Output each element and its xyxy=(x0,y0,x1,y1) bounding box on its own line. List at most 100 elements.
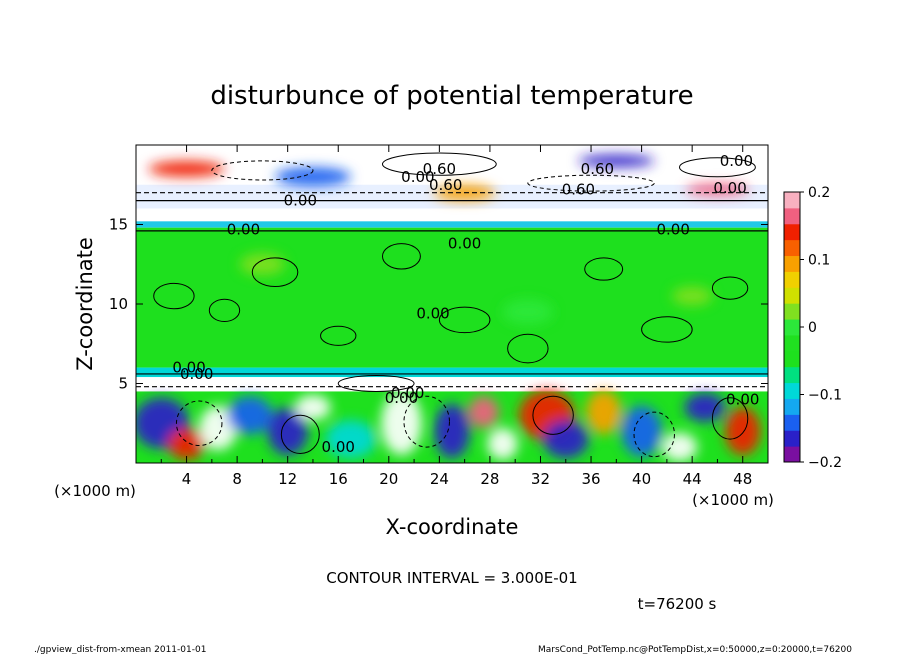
band-3 xyxy=(136,221,768,228)
colorbar-swatch-10 xyxy=(784,287,800,304)
contour-label-11: 0.00 xyxy=(172,359,205,377)
blob-3 xyxy=(227,396,273,435)
blob-10 xyxy=(487,428,518,460)
contour-line-10 xyxy=(337,375,415,392)
x-tick-label-5: 24 xyxy=(430,470,449,488)
contour-line-14 xyxy=(532,395,574,435)
plot-area: 0.600.600.60 0.600.000.000.000.00 0.000.00… xyxy=(136,145,768,463)
contour-line-4 xyxy=(381,243,421,270)
contour-line-9 xyxy=(711,276,749,300)
x-tick-label-11: 48 xyxy=(733,470,752,488)
contour-label-7: 0.00 xyxy=(227,220,260,238)
contour-lines xyxy=(153,152,756,458)
blob-25 xyxy=(671,286,713,306)
band-4 xyxy=(136,227,768,368)
colorbar-tick-label-4: −0.2 xyxy=(808,455,842,471)
blob-23 xyxy=(239,253,286,276)
colorbar-swatch-12 xyxy=(784,255,800,272)
blob-5 xyxy=(295,394,331,421)
contour-line-13 xyxy=(403,395,450,448)
contour-label-3: 0.60 xyxy=(562,181,595,199)
colorbar-swatch-11 xyxy=(784,271,800,288)
contour-line-7 xyxy=(584,257,624,281)
colorbar-swatch-2 xyxy=(784,414,800,431)
colorbar-swatch-3 xyxy=(784,398,800,415)
colorbar-tick-label-1: 0.1 xyxy=(808,253,830,269)
blob-21 xyxy=(578,154,655,168)
contour-line-17 xyxy=(211,160,314,181)
contour-label-4: 0.00 xyxy=(284,192,317,210)
time-text: t=76200 s xyxy=(638,595,717,613)
colorbar-tick-label-0: 0.2 xyxy=(808,185,830,201)
colorbar-tick-label-2: 0 xyxy=(808,320,817,336)
colorbar-swatch-14 xyxy=(784,223,800,241)
contour-line-12 xyxy=(280,414,320,454)
colorbar-swatch-6 xyxy=(784,350,800,368)
band-2 xyxy=(136,208,768,222)
contour-label-12: 0.00 xyxy=(385,389,418,407)
chart-title: disturbunce of potential temperature xyxy=(210,81,693,111)
blob-6 xyxy=(325,420,377,459)
blob-18 xyxy=(148,160,225,177)
band-0 xyxy=(136,145,768,185)
contour-label-13: 0.00 xyxy=(726,390,759,408)
blob-16 xyxy=(684,393,726,422)
contour-labels: 0.600.600.60 0.600.000.000.000.00 0.000.00… xyxy=(172,152,759,456)
blob-22 xyxy=(685,183,750,196)
colorbar-swatch-8 xyxy=(784,319,800,336)
contour-label-16: 0.00 xyxy=(391,384,424,402)
x-tick-label-1: 8 xyxy=(232,470,242,488)
contour-bands xyxy=(136,192,768,388)
colorbar-swatch-13 xyxy=(784,239,800,257)
contour-label-10: 0.00 xyxy=(416,305,449,323)
colorbar: 0.2 0.1 0 −0.1 −0.2 xyxy=(784,185,842,471)
blob-4 xyxy=(267,407,308,456)
colorbar-swatch-1 xyxy=(784,430,800,447)
footer-right: MarsCond_PotTemp.nc@PotTempDist,x=0:5000… xyxy=(538,645,852,654)
blob-24 xyxy=(502,299,554,325)
footer-left: ./gpview_dist-from-xmean 2011-01-01 xyxy=(34,645,206,654)
x-axis-unit-right: (×1000 m) xyxy=(692,491,774,509)
contour-label-2: 0.60 xyxy=(429,176,462,194)
contour-label-9: 0.00 xyxy=(448,235,481,253)
x-tick-label-8: 36 xyxy=(581,470,600,488)
x-tick-label-2: 12 xyxy=(278,470,297,488)
blob-7 xyxy=(381,391,422,456)
contour-label-17: 0.00 xyxy=(180,365,213,383)
band-6 xyxy=(136,377,768,392)
x-tick-label-0: 4 xyxy=(182,470,192,488)
contour-line-6 xyxy=(507,333,549,364)
contour-line-8 xyxy=(641,316,693,343)
blob-19 xyxy=(275,167,351,187)
contour-label-6: 0.00 xyxy=(713,179,746,197)
blob-17 xyxy=(725,407,761,456)
contour-line-20 xyxy=(679,157,756,178)
x-tick-label-9: 40 xyxy=(632,470,651,488)
blob-14 xyxy=(621,405,662,457)
y-tick-label-1: 10 xyxy=(109,295,128,313)
x-axis-unit-left: (×1000 m) xyxy=(54,482,136,500)
color-blobs xyxy=(136,154,761,462)
y-tick-label-0: 5 xyxy=(118,375,128,393)
x-tick-label-3: 16 xyxy=(329,470,348,488)
x-tick-label-4: 20 xyxy=(379,470,398,488)
blob-13 xyxy=(585,389,622,435)
contour-line-5 xyxy=(438,306,491,334)
contour-line-1 xyxy=(208,298,241,322)
contour-line-11 xyxy=(175,400,223,447)
contour-line-2 xyxy=(251,257,299,288)
colorbar-swatch-16 xyxy=(784,192,800,209)
contour-label-0: 0.60 xyxy=(581,160,614,178)
colorbar-swatch-7 xyxy=(784,334,800,352)
colorbar-swatch-9 xyxy=(784,303,800,320)
x-tick-label-6: 28 xyxy=(480,470,499,488)
contour-label-15: 0.00 xyxy=(401,168,434,186)
colorbar-swatch-5 xyxy=(784,366,800,384)
colorbar-swatch-0 xyxy=(784,446,800,463)
contour-interval-text: CONTOUR INTERVAL = 3.000E-01 xyxy=(326,569,577,587)
blob-9 xyxy=(468,396,499,429)
band-5 xyxy=(136,367,768,378)
x-tick-label-7: 32 xyxy=(531,470,550,488)
contour-line-19 xyxy=(527,174,655,192)
